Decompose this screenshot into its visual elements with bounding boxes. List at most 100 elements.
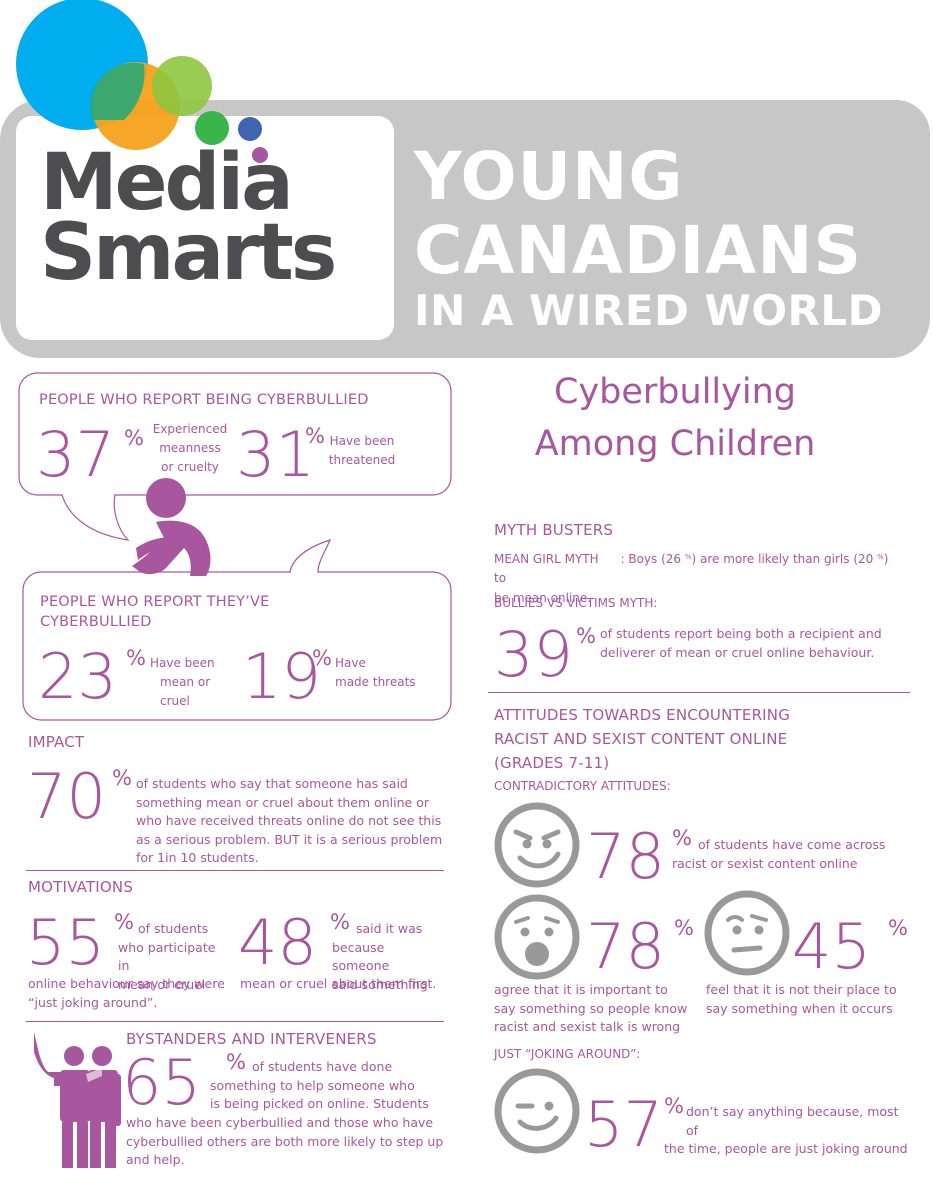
stat-78a-value: 78 [586,820,665,893]
joking-label: JUST “JOKING AROUND”: [494,1047,641,1061]
heading-line: RACIST AND SEXIST CONTENT ONLINE [494,730,788,748]
cyberbullied-heading: PEOPLE WHO REPORT BEING CYBERBULLIED [39,392,369,408]
label-line: Have [335,656,366,670]
stat-37-unit: % [124,426,144,450]
text-line: of students have come across [698,837,886,852]
page-subtitle: Cyberbullying Among Children [490,366,860,470]
stat-55-tail: online behaviour say they were “just jok… [28,975,248,1012]
text-line: mean or cruel about them first. [240,976,437,991]
stat-78a-text: of students have come across racist or s… [672,836,918,873]
text-line: cyberbullied others are both more likely… [126,1133,444,1149]
logo-overlap [89,62,145,120]
stat-57-text: don’t say anything because, most of the … [664,1103,914,1159]
text-line: of students report being both a recipien… [600,626,882,641]
text-line: don’t say anything because, most of [686,1104,899,1138]
banner-line-2: CANADIANS [414,212,863,289]
heading-line: CYBERBULLIED [40,614,152,630]
label-line: Have been [150,656,215,670]
stat-65-tail: who have been cyberbullied and those who… [126,1114,446,1170]
stat-45-text: feel that it is not their place to say s… [706,981,916,1018]
label-line: made threats [335,675,416,689]
banner-line-3: IN A WIRED WORLD [414,286,883,335]
green-small-dot [195,111,229,145]
divider [26,1021,444,1022]
myth-text: ) are more likely than girls (20 [691,552,878,566]
stat-65-text: of students have done something to help … [210,1058,440,1114]
text-line: of students [138,921,209,936]
text-line: say something so people know [494,1000,688,1016]
green-dot [152,56,212,116]
text-line: agree that it is important to [494,982,668,997]
stat-55-unit: % [114,910,134,934]
banner-line-1: YOUNG [414,138,684,215]
stat-31-value: 31 [236,418,315,491]
stat-19-value: 19 [242,640,321,713]
mean-girl-label: MEAN GIRL MYTH [494,552,599,566]
stat-57-value: 57 [584,1088,663,1161]
impact-unit: % [112,766,132,790]
stat-65-unit: % [226,1050,246,1074]
text-line: for 1in 10 students. [136,850,259,865]
text-line: deliverer of mean or cruel online behavi… [600,644,875,660]
stat-48-text: said it was because someone said somethi… [332,920,442,994]
divider [26,870,444,871]
stat-23-value: 23 [38,640,117,713]
text-line: feel that it is not their place to [706,982,897,997]
label-line: mean or cruel [160,675,211,708]
stat-23-label: Have been mean or cruel [150,654,234,711]
stat-31-label: Have been threatened [327,432,397,470]
text-line: racist or sexist content online [672,855,858,871]
stat-78a-unit: % [672,826,692,850]
worried-face-icon [704,890,790,976]
stat-55-value: 55 [26,906,105,979]
smirking-face-icon [494,802,580,888]
winking-face-icon [494,1068,580,1154]
mean-girl-line-2: be mean online. [494,591,592,605]
impact-value: 70 [27,760,106,833]
logo-line-smarts: Smarts [40,208,337,298]
attitudes-heading: ATTITUDES TOWARDS ENCOUNTERING RACIST AN… [494,703,790,775]
label-line: Experienced [152,422,228,436]
label-line: or cruelty [161,460,219,474]
stat-37-label: Experienced meanness or cruelty [150,420,230,477]
stat-19-label: Have made threats [335,654,425,692]
subtitle-line-1: Cyberbullying [554,372,796,412]
speech-bubbles [18,372,452,721]
stat-48-value: 48 [238,906,317,979]
motivations-heading: MOTIVATIONS [28,878,134,896]
text-line: said it was [356,921,423,936]
contradictory-label: CONTRADICTORY ATTITUDES: [494,779,671,793]
stat-78b-unit: % [674,916,694,940]
text-line: and help. [126,1152,185,1167]
bubble-bottom-outline [22,571,452,721]
text-line: is being picked on online. Students [210,1096,429,1111]
impact-text: of students who say that someone has sai… [136,775,446,868]
text-line: said something [332,976,428,992]
heading-line: PEOPLE WHO REPORT THEY’VE [40,594,270,610]
divider [488,692,910,693]
text-line: online behaviour say they were [28,976,225,991]
text-line: of students have done [252,1059,393,1074]
text-line: say something when it occurs [706,1000,893,1016]
logo-line-media: Media [40,138,294,228]
stat-39-unit: % [576,624,596,648]
stat-19-unit: % [312,646,332,670]
bubble-top-outline [18,372,452,496]
subtitle-line-2: Among Children [534,424,816,464]
navy-dot [238,117,262,141]
impact-heading: IMPACT [28,733,85,751]
myth-unit: % [684,553,692,561]
mean-girl-line: MEAN GIRL MYTH : Boys (26 %) are more li… [494,548,904,587]
stat-48-unit: % [330,910,350,934]
bullies-victims-label: BULLIES VS VICTIMS MYTH: [494,596,658,610]
stat-45-unit: % [888,916,908,940]
magenta-dot [252,147,268,163]
text-line: who have received threats online do not … [136,813,442,828]
stat-37-value: 37 [36,418,115,491]
myth-text: ) to [494,552,889,585]
sitting-person-icon [132,478,211,576]
text-line: because someone [332,939,390,974]
label-line: threatened [328,453,396,467]
text-line: as a serious problem. BUT it is a seriou… [136,831,443,847]
myth-unit: % [877,553,884,561]
